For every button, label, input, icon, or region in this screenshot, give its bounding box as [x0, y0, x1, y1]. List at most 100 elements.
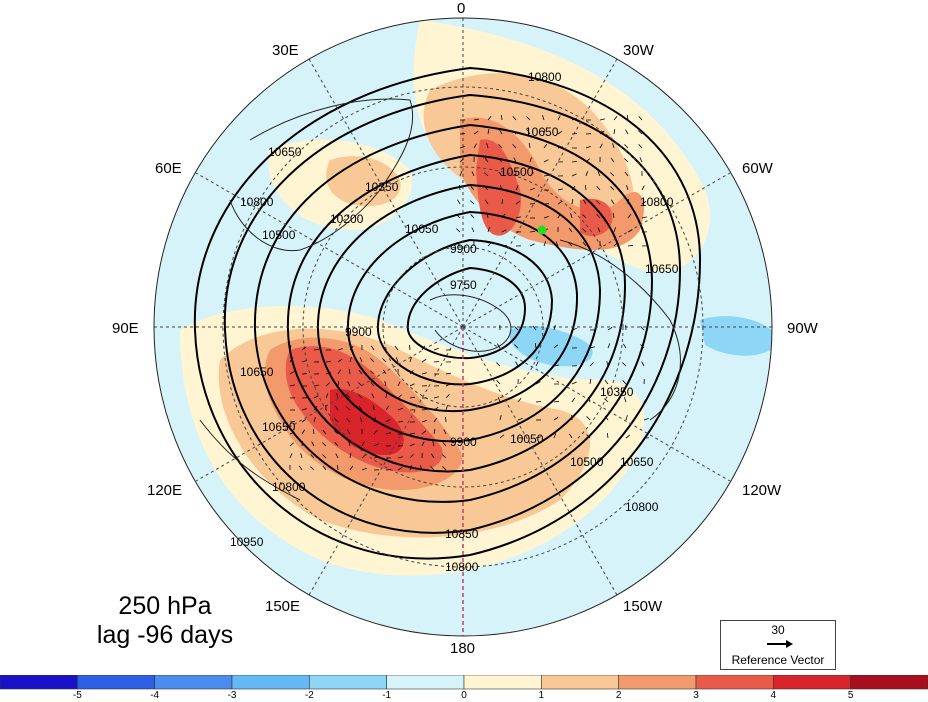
wind-vector: [534, 343, 537, 349]
contour-label: 10800: [445, 560, 479, 574]
wind-vector: [583, 199, 587, 205]
wind-vector: [456, 228, 461, 233]
wind-vector: [501, 229, 507, 233]
wind-vector: [395, 357, 399, 363]
wind-vector: [515, 200, 521, 205]
wind-vector: [347, 381, 351, 387]
wind-vector: [512, 130, 517, 135]
wind-vector: [289, 431, 295, 435]
wind-vector: [529, 243, 535, 247]
wind-vector: [571, 199, 574, 205]
wind-vector: [596, 214, 601, 219]
wind-vector: [313, 348, 320, 351]
wind-vector: [470, 200, 475, 205]
wind-vector: [624, 158, 629, 163]
wind-vector: [409, 443, 415, 447]
wind-vector: [370, 358, 375, 363]
colorbar-tick-label: 4: [770, 690, 777, 701]
wind-vector: [456, 214, 461, 219]
wind-vector: [498, 171, 503, 177]
map-title: 250 hPa lag -96 days: [70, 592, 260, 650]
contour-label: 10800: [272, 480, 306, 494]
wind-vector: [323, 417, 327, 423]
contour-label: 10050: [405, 222, 439, 236]
wind-vector: [373, 430, 378, 435]
wind-vector: [543, 159, 549, 163]
contour-label: 10650: [620, 455, 654, 469]
wind-vector: [301, 429, 305, 435]
wind-vector: [397, 394, 403, 399]
contour-label: 10850: [445, 527, 479, 541]
wind-vector: [543, 216, 549, 219]
anomaly-area: [476, 139, 521, 236]
lag-label: lag -96 days: [96, 621, 234, 649]
wind-vector: [638, 115, 643, 121]
contour-label: 10650: [240, 365, 274, 379]
wind-vector: [643, 418, 649, 421]
wind-vector: [499, 129, 503, 135]
wind-vector: [409, 370, 414, 375]
longitude-label-120w: 120W: [742, 482, 782, 499]
wind-vector: [512, 115, 517, 121]
wind-vector: [471, 171, 475, 177]
wind-vector: [515, 185, 519, 191]
wind-vector: [624, 397, 627, 403]
wind-vector: [361, 467, 367, 471]
wind-vector: [584, 184, 587, 191]
coastline: [559, 239, 681, 421]
wind-vector: [348, 441, 351, 447]
wind-vector: [611, 199, 615, 205]
wind-vector: [337, 348, 343, 351]
wind-vector: [535, 381, 541, 385]
wind-vector: [487, 227, 490, 233]
wind-vector: [487, 129, 490, 135]
wind-vector: [433, 396, 439, 399]
wind-vector: [473, 130, 479, 135]
wind-vector: [289, 453, 293, 459]
wind-vector: [529, 172, 534, 177]
wind-vector: [361, 454, 367, 459]
wind-vector: [310, 466, 315, 471]
wind-vector: [382, 369, 387, 375]
green-marker: [537, 225, 547, 235]
wind-vector: [312, 428, 315, 435]
wind-vector: [301, 440, 304, 447]
wind-vector: [289, 442, 294, 447]
wind-vector: [553, 433, 557, 439]
wind-vector: [334, 405, 339, 411]
wind-vector: [626, 185, 629, 191]
wind-vector: [535, 361, 539, 367]
wind-vector: [606, 361, 609, 367]
wind-vector: [409, 383, 415, 387]
wind-vector: [289, 345, 292, 351]
wind-vector: [335, 453, 339, 459]
wind-vector: [313, 417, 316, 423]
wind-vector: [497, 343, 501, 349]
wind-vector: [543, 143, 548, 149]
wind-vector: [484, 199, 489, 205]
wind-vector: [627, 198, 630, 205]
wind-vector: [553, 364, 559, 367]
wind-vector: [641, 216, 647, 219]
wind-vector: [433, 406, 439, 411]
wind-vector: [589, 378, 592, 385]
wind-vector: [640, 344, 645, 349]
wind-vector: [557, 115, 561, 121]
wind-vector: [557, 200, 563, 205]
wind-vector: [445, 405, 448, 411]
wind-vector: [370, 345, 375, 351]
colorbar-tick-label: -4: [150, 690, 160, 701]
wind-vector: [484, 157, 489, 163]
wind-vector: [557, 213, 561, 219]
wind-vector: [371, 393, 375, 399]
height-contour: [346, 210, 579, 413]
height-contour: [316, 183, 602, 443]
wind-vector: [585, 171, 589, 177]
wind-vector: [641, 185, 645, 191]
wind-vector: [298, 465, 303, 471]
wind-vector: [310, 454, 315, 459]
longitude-label-90e: 90E: [112, 320, 139, 337]
wind-vector: [512, 144, 517, 149]
contour-label: 9900: [345, 325, 372, 339]
coastline: [229, 98, 414, 252]
